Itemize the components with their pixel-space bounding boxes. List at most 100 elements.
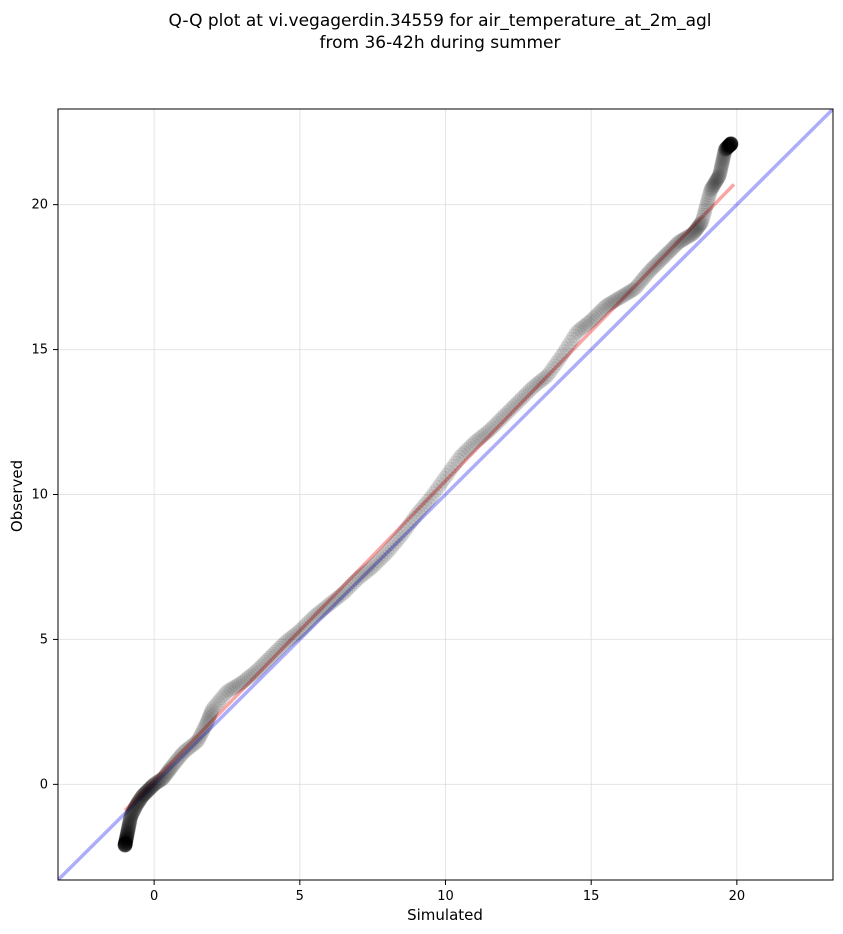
qq-point (204, 701, 220, 717)
qq-point (614, 288, 630, 304)
qq-point (158, 767, 174, 783)
qq-point (680, 229, 696, 245)
qq-point (216, 688, 232, 704)
qq-point (518, 386, 534, 402)
qq-point (117, 836, 133, 852)
qq-point (176, 744, 192, 760)
qq-point (723, 136, 739, 152)
qq-point (699, 197, 715, 213)
qq-point (201, 709, 217, 725)
qq-point (701, 190, 717, 206)
qq-point (379, 544, 395, 560)
qq-point (268, 644, 284, 660)
qq-point (291, 624, 307, 640)
qq-point (198, 716, 214, 732)
qq-point (323, 595, 339, 611)
qq-point (219, 683, 235, 699)
qq-point (362, 561, 378, 577)
qq-point (665, 240, 681, 256)
qq-point (152, 772, 168, 788)
qq-point (203, 705, 219, 721)
qq-point (355, 566, 371, 582)
qq-point (118, 832, 134, 848)
chart-title-line-2: from 36-42h during summer (320, 33, 561, 53)
qq-point (197, 718, 213, 734)
qq-point (705, 178, 721, 194)
qq-point (657, 248, 673, 264)
qq-point (722, 136, 738, 152)
qq-point (310, 606, 326, 622)
qq-point (208, 697, 224, 713)
qq-point (147, 776, 163, 792)
qq-point (118, 830, 134, 846)
qq-point (117, 836, 133, 852)
qq-point (221, 682, 237, 698)
qq-point (118, 832, 134, 848)
qq-point (467, 434, 483, 450)
qq-point (117, 837, 133, 853)
qq-point (719, 139, 735, 155)
qq-point (136, 787, 152, 803)
qq-point (227, 679, 243, 695)
qq-point (293, 622, 309, 638)
fit-line (123, 183, 736, 812)
qq-point (495, 409, 511, 425)
qq-point (545, 361, 561, 377)
qq-point (390, 531, 406, 547)
qq-point (469, 432, 485, 448)
qq-point (632, 275, 648, 291)
qq-point (670, 235, 686, 251)
qq-point (720, 139, 736, 155)
qq-point (713, 161, 729, 177)
qq-point (118, 833, 134, 849)
qq-point (600, 297, 616, 313)
qq-point (699, 195, 715, 211)
qq-point (212, 692, 228, 708)
qq-point (723, 136, 739, 152)
qq-point (574, 320, 590, 336)
qq-point (154, 771, 170, 787)
qq-point (120, 824, 136, 840)
x-tick-label: 5 (296, 889, 304, 904)
qq-point (662, 243, 678, 259)
qq-point (686, 224, 702, 240)
qq-point (130, 794, 146, 810)
qq-point (722, 137, 738, 153)
grid-lines (58, 109, 833, 880)
qq-point (547, 358, 563, 374)
qq-point (117, 835, 133, 851)
qq-point (669, 236, 685, 252)
qq-point (117, 837, 133, 853)
qq-point (408, 507, 424, 523)
qq-point (526, 378, 542, 394)
qq-point (723, 136, 739, 152)
qq-point (117, 837, 133, 853)
qq-point (278, 634, 294, 650)
y-tick-label: 15 (31, 343, 48, 358)
qq-point (162, 761, 178, 777)
qq-point (621, 284, 637, 300)
qq-point (589, 307, 605, 323)
qq-point (119, 827, 135, 843)
qq-point (692, 216, 708, 232)
qq-point (437, 470, 453, 486)
qq-point (123, 810, 139, 826)
qq-point (329, 590, 345, 606)
qq-point (177, 743, 193, 759)
qq-point (723, 136, 739, 152)
qq-point (452, 449, 468, 465)
qq-point (305, 609, 321, 625)
qq-point (712, 164, 728, 180)
qq-point (720, 138, 736, 154)
qq-point (718, 140, 734, 156)
qq-point (194, 725, 210, 741)
qq-point (701, 187, 717, 203)
qq-point (628, 279, 644, 295)
qq-point (251, 660, 267, 676)
qq-point (183, 739, 199, 755)
qq-point (587, 309, 603, 325)
qq-point (556, 343, 572, 359)
qq-point (722, 137, 738, 153)
qq-point (125, 804, 141, 820)
qq-point (593, 303, 609, 319)
